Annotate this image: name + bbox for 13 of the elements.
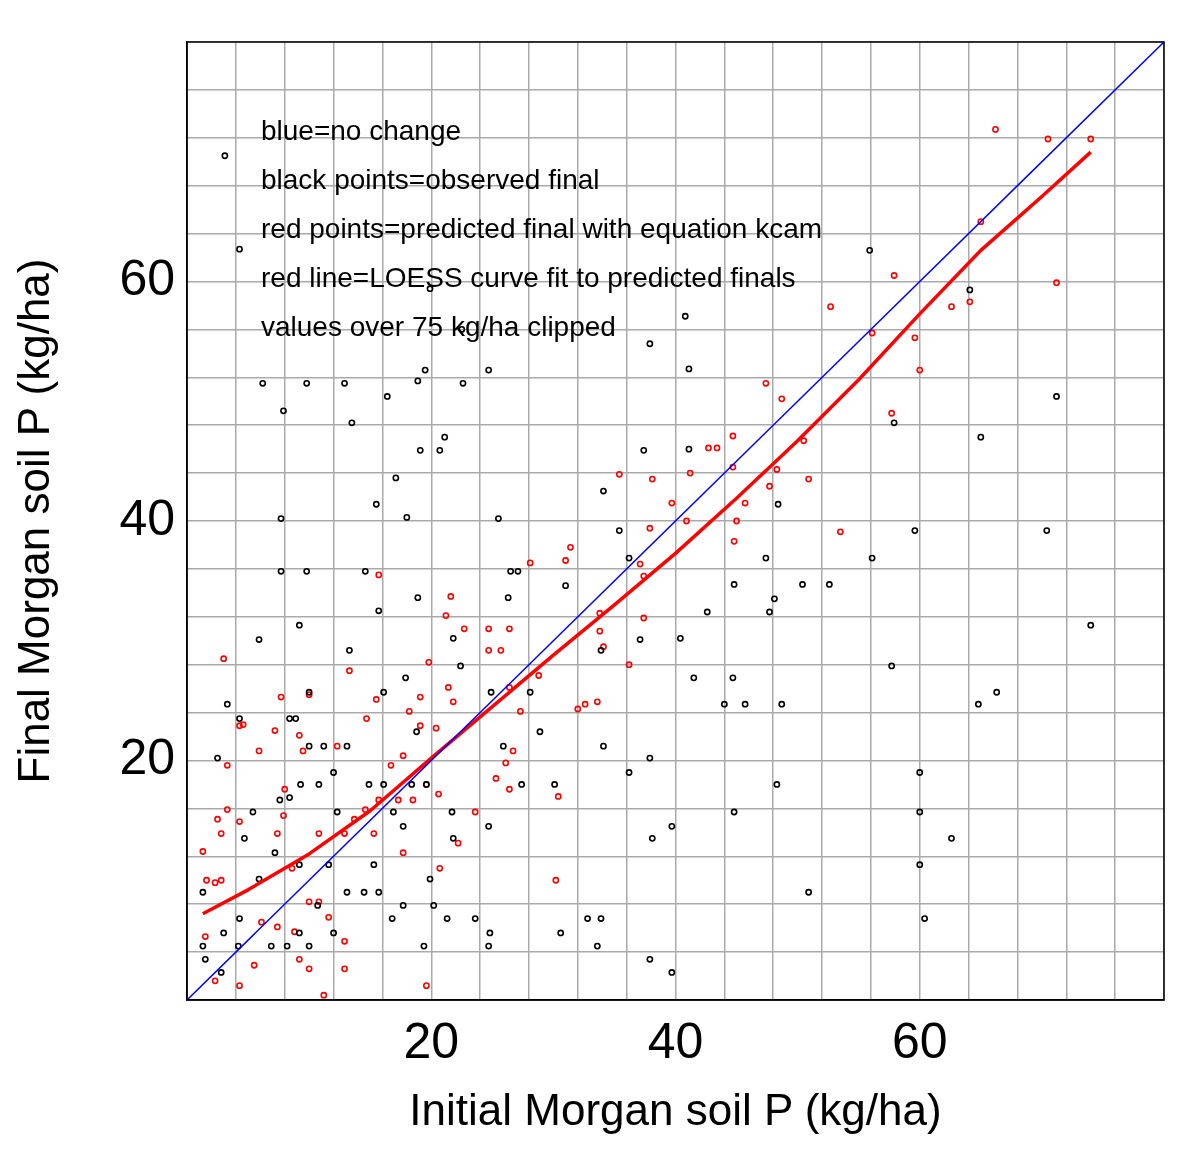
x-tick-label: 40 xyxy=(647,1012,704,1069)
annotation: red points=predicted final with equation kcam xyxy=(261,212,823,244)
annotation: values over 75 kg/ha clipped xyxy=(261,310,616,342)
x-tick-label: 60 xyxy=(891,1012,948,1069)
y-axis-title: Final Morgan soil P (kg/ha) xyxy=(8,258,58,784)
y-tick-label: 20 xyxy=(119,729,175,786)
annotation: blue=no change xyxy=(261,114,462,146)
x-tick-label: 20 xyxy=(403,1012,460,1069)
y-tick-label: 40 xyxy=(119,489,175,546)
y-tick-label: 60 xyxy=(119,250,175,307)
x-axis-title: Initial Morgan soil P (kg/ha) xyxy=(409,1084,942,1134)
annotation: red line=LOESS curve fit to predicted finals xyxy=(261,261,796,293)
annotation: black points=observed final xyxy=(261,163,600,195)
